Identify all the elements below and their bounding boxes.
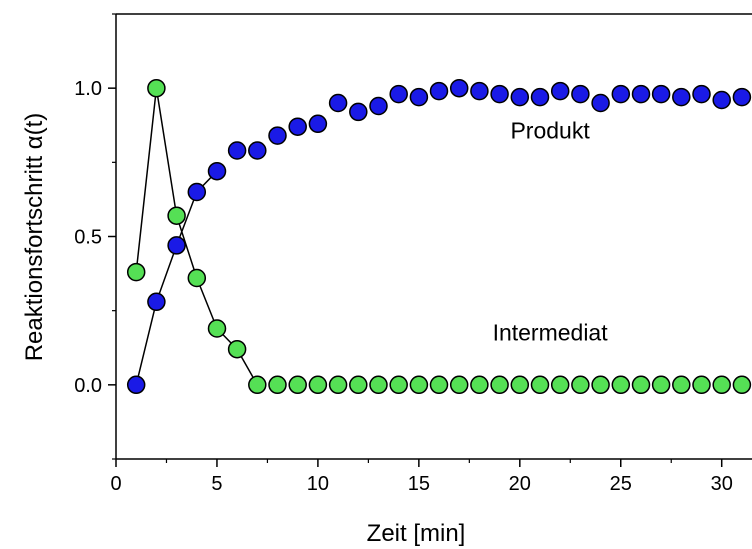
data-point [631,375,651,395]
data-point [288,117,307,136]
data-point [328,93,348,113]
y-axis-title: Reaktionsfortschritt α(t) [21,113,48,362]
data-point [732,87,752,107]
x-tick-label: 5 [211,473,222,495]
series-annotation: Intermediat [493,319,609,345]
data-point [530,375,550,395]
data-point [207,161,227,181]
data-point [672,87,691,107]
data-point [449,78,469,98]
data-point [409,375,429,395]
data-point [692,84,711,104]
data-point [429,81,449,101]
data-point [268,126,287,145]
data-point [248,375,267,395]
data-point [369,96,388,116]
data-point [732,375,752,395]
data-point [308,114,328,134]
data-point [167,236,186,255]
data-point [611,84,631,104]
y-tick-label: 0.5 [74,227,102,249]
data-point [126,375,146,395]
data-point [490,375,509,395]
data-point [409,87,429,107]
x-tick-label: 20 [509,473,531,495]
data-point [712,90,731,110]
data-point [187,268,207,288]
data-point [631,84,651,104]
data-point [692,375,711,395]
data-point [510,375,530,395]
data-point [268,375,287,395]
y-tick-label: 0.0 [74,375,102,397]
x-tick-label: 30 [711,473,733,495]
data-point [429,375,449,395]
data-point [611,375,631,395]
data-point [530,87,550,107]
data-point [248,141,267,160]
data-point [147,78,166,98]
y-tick-label: 1.0 [74,78,102,100]
data-point [550,375,570,395]
data-point [449,375,469,395]
data-point [591,375,610,395]
data-point [369,375,388,395]
data-point [389,84,408,104]
data-point [470,81,489,101]
data-point [490,84,509,104]
data-point [571,375,590,395]
data-point [389,375,408,395]
data-point [187,182,207,202]
data-point [349,375,368,395]
data-point [550,81,570,101]
data-point [147,292,166,312]
data-point [712,375,731,395]
data-point [308,375,328,395]
y-axis: 0.0 0.5 1.0 [74,13,116,460]
data-point [349,102,368,122]
data-point [651,84,671,104]
data-point [470,375,489,395]
data-point [288,375,307,395]
data-point [207,319,227,338]
data-point [672,375,691,395]
data-point [227,141,247,160]
x-tick-label: 25 [610,473,632,495]
x-axis-title: Zeit [min] [367,520,466,547]
x-axis: 0 5 10 15 20 25 30 [110,459,733,495]
x-tick-label: 10 [307,473,329,495]
x-tick-label: 15 [408,473,430,495]
series-annotation: Produkt [510,118,590,144]
data-point [167,206,186,225]
data-point [227,339,247,359]
data-point [591,93,610,113]
data-point [328,375,348,395]
series-points [126,78,752,395]
x-tick-label: 0 [110,473,121,495]
data-point [651,375,671,395]
annotations: Produkt Intermediat [493,118,609,346]
data-point [571,84,590,104]
data-point [126,262,146,282]
data-point [510,87,530,107]
